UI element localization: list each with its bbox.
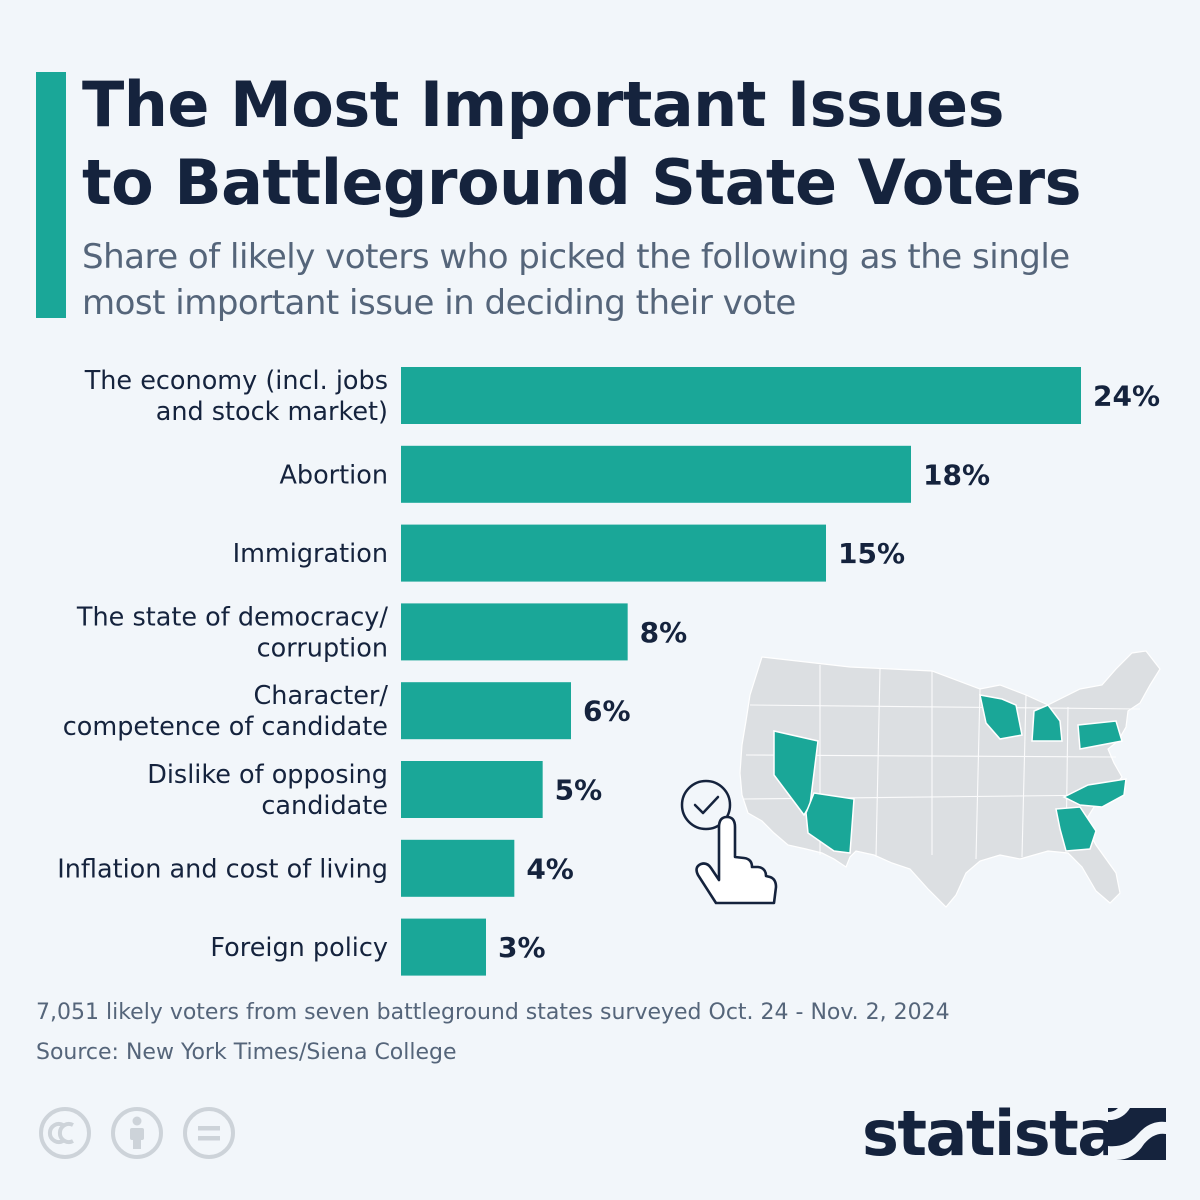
accent-bar — [36, 72, 66, 318]
cc-icon — [39, 1107, 91, 1159]
value-label-4: 6% — [583, 695, 631, 728]
attribution-icon — [111, 1107, 163, 1159]
category-label-0: The economy (incl. jobs and stock market) — [84, 366, 388, 427]
value-label-3: 8% — [640, 616, 688, 649]
no-derivatives-icon — [183, 1107, 235, 1159]
category-label-3: The state of democracy/corruption — [76, 602, 388, 663]
title-line-2: to Battleground State Voters — [82, 146, 1082, 219]
value-label-1: 18% — [923, 458, 990, 491]
category-label-1: Abortion — [279, 460, 388, 490]
state-wisconsin — [979, 694, 1023, 740]
statista-logo: statista — [862, 1096, 1172, 1176]
category-label-7: Foreign policy — [210, 933, 388, 963]
bar-1 — [401, 445, 911, 503]
category-label-5: Dislike of opposing candidate — [147, 760, 388, 821]
bar-4 — [401, 682, 571, 740]
subtitle-line-2: most important issue in deciding their v… — [82, 283, 796, 323]
value-label-7: 3% — [498, 931, 546, 964]
value-label-2: 15% — [838, 537, 905, 570]
state-georgia — [1055, 806, 1097, 852]
bar-5 — [401, 761, 543, 818]
page-title: The Most Important Issues to Battlegroun… — [82, 66, 1182, 222]
hand-pointer-check-icon — [680, 779, 778, 905]
brand-wordmark: statista — [862, 1097, 1119, 1170]
source-note: Source: New York Times/Siena College — [36, 1040, 457, 1065]
subtitle: Share of likely voters who picked the fo… — [82, 234, 1182, 326]
state-michigan — [1031, 704, 1063, 742]
bar-3 — [401, 603, 628, 661]
license-icons — [39, 1107, 235, 1159]
title-line-1: The Most Important Issues — [82, 68, 1005, 141]
value-label-5: 5% — [555, 774, 603, 807]
us-map-icon — [670, 645, 1170, 915]
state-pennsylvania — [1077, 720, 1123, 750]
state-arizona — [805, 792, 855, 854]
bar-chart: 24% The economy (incl. jobs and stock mark… — [57, 366, 1160, 976]
state-north-carolina — [1062, 778, 1127, 808]
bar-6 — [401, 839, 515, 897]
footnote: 7,051 likely voters from seven battlegro… — [36, 1000, 950, 1025]
value-label-0: 24% — [1093, 380, 1160, 413]
bar-2 — [401, 524, 826, 582]
category-label-2: Immigration — [233, 539, 388, 569]
value-label-6: 4% — [526, 852, 574, 885]
subtitle-line-1: Share of likely voters who picked the fo… — [82, 237, 1070, 277]
category-label-6: Inflation and cost of living — [57, 854, 388, 884]
bar-0 — [401, 367, 1081, 424]
bar-7 — [401, 918, 486, 976]
category-label-4: Character/competence of candidate — [63, 681, 389, 742]
statista-mark-icon — [1108, 1108, 1166, 1160]
